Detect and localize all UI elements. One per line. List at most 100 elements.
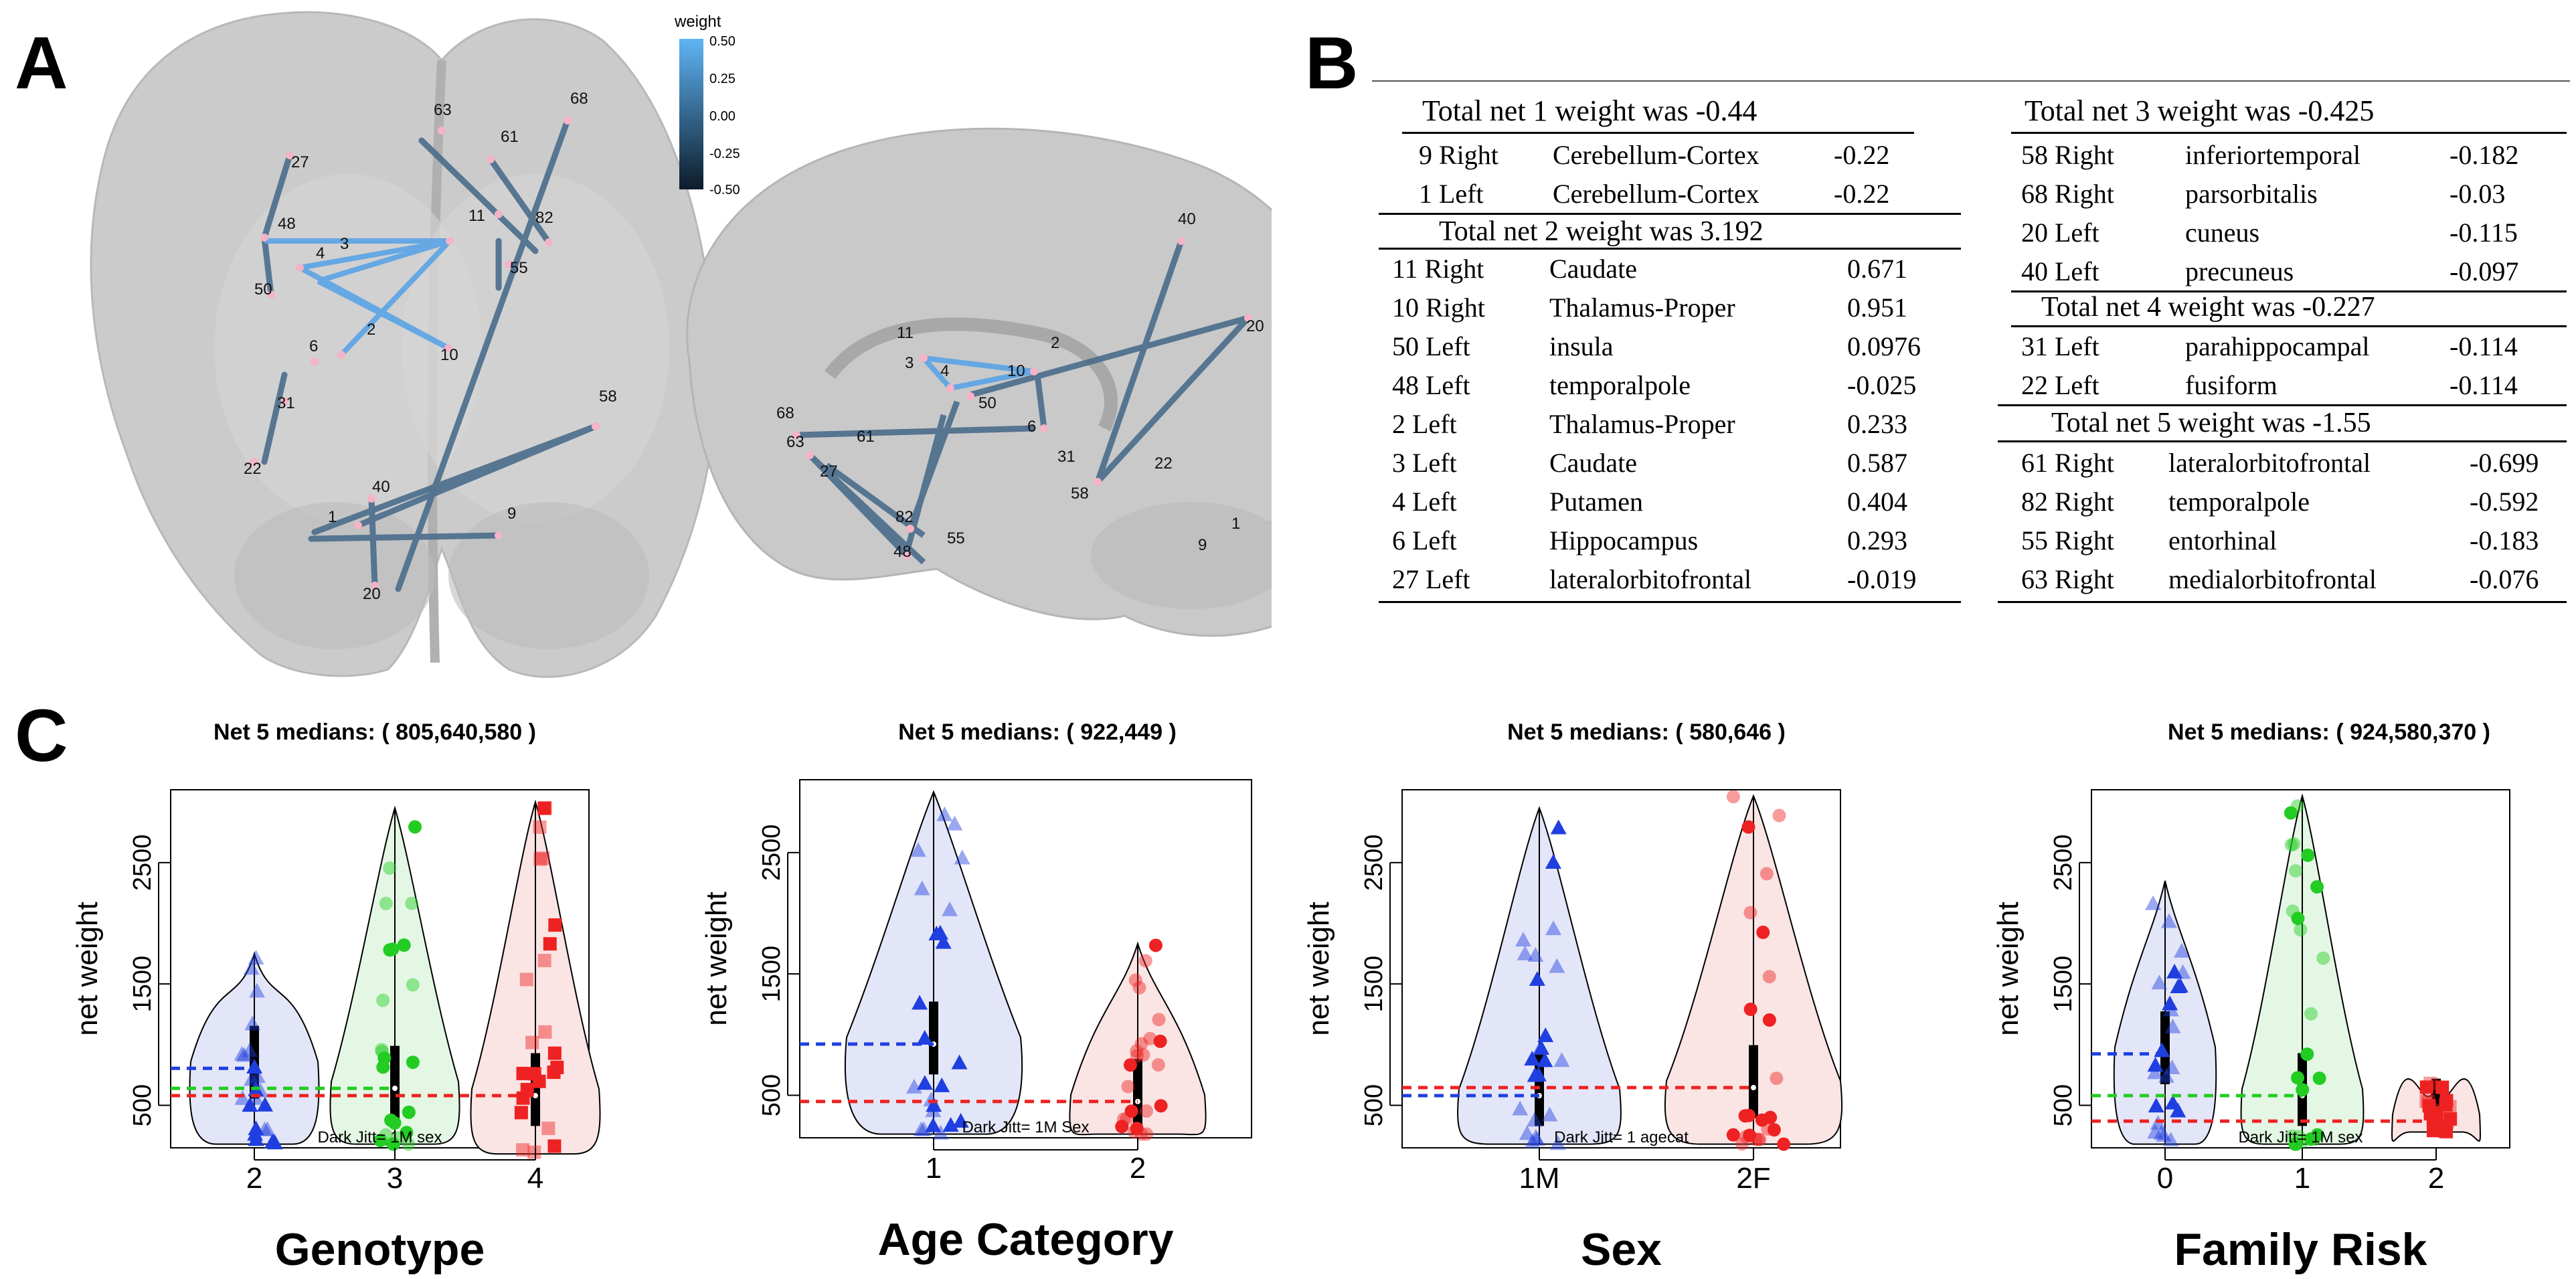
data-point bbox=[2145, 895, 2162, 910]
colorbar-title: weight bbox=[674, 13, 721, 31]
y-axis-label: net weight bbox=[700, 891, 733, 1026]
data-point bbox=[2148, 1098, 2164, 1113]
sagittal-node-label: 40 bbox=[1178, 210, 1196, 228]
data-point bbox=[1742, 1108, 1756, 1122]
data-point bbox=[383, 861, 397, 875]
data-point bbox=[243, 960, 260, 975]
data-point bbox=[2146, 1064, 2163, 1080]
data-point bbox=[538, 801, 552, 815]
data-point bbox=[926, 1097, 942, 1112]
x-tick-label: 0 bbox=[2157, 1162, 2173, 1195]
data-point bbox=[2162, 1001, 2179, 1017]
sagittal-node-label: 20 bbox=[1246, 317, 1264, 335]
axial-node-labels: 63 61 68 27 48 11 82 3 4 55 50 2 6 10 31… bbox=[244, 90, 617, 603]
sagittal-node-label: 58 bbox=[1071, 485, 1089, 503]
data-point bbox=[2173, 942, 2190, 958]
data-point bbox=[249, 983, 266, 998]
chart-title: Net 5 medians: ( 924,580,370 ) bbox=[2168, 719, 2490, 745]
data-point bbox=[246, 1059, 263, 1074]
data-point bbox=[1545, 854, 1561, 869]
data-point bbox=[2439, 1124, 2453, 1138]
data-point bbox=[379, 1128, 393, 1142]
data-point bbox=[2310, 1128, 2324, 1142]
data-point bbox=[2312, 1072, 2326, 1086]
sagittal-node-label: 48 bbox=[893, 543, 912, 561]
data-point bbox=[1767, 1123, 1781, 1137]
data-point bbox=[1549, 958, 1565, 973]
net1-title: Total net 1 weight was -0.44 bbox=[1422, 94, 1757, 127]
data-point bbox=[954, 849, 970, 865]
data-point bbox=[2287, 837, 2301, 851]
data-point bbox=[1134, 1127, 1148, 1141]
data-point bbox=[1541, 1106, 1558, 1122]
data-point bbox=[2164, 1059, 2180, 1075]
data-point bbox=[1777, 1137, 1791, 1151]
rule bbox=[2011, 325, 2567, 327]
data-point bbox=[2419, 1080, 2433, 1094]
data-point bbox=[2316, 951, 2330, 965]
data-point bbox=[2166, 963, 2183, 978]
table-row: 82 Right temporalpole -0.592 bbox=[2021, 487, 2539, 517]
data-point bbox=[2172, 978, 2188, 993]
data-point bbox=[2291, 1071, 2305, 1085]
data-point bbox=[2296, 1134, 2310, 1148]
axial-node-label: 48 bbox=[278, 215, 296, 233]
axial-node-label: 1 bbox=[328, 508, 337, 526]
rule bbox=[1998, 404, 2567, 406]
data-point bbox=[2439, 1125, 2454, 1139]
data-point bbox=[1524, 1133, 1541, 1148]
data-point bbox=[2296, 1083, 2310, 1097]
rule bbox=[2011, 290, 2567, 292]
data-point bbox=[234, 1045, 250, 1061]
data-point bbox=[543, 937, 557, 951]
data-point bbox=[248, 1090, 264, 1105]
data-point bbox=[266, 1133, 282, 1148]
axial-node-label: 4 bbox=[316, 244, 325, 262]
sagittal-node-label: 9 bbox=[1198, 536, 1207, 554]
data-point bbox=[914, 880, 930, 896]
data-point bbox=[1726, 790, 1740, 804]
data-point bbox=[400, 1126, 414, 1140]
data-point bbox=[385, 942, 400, 956]
data-point bbox=[516, 1066, 530, 1080]
violin-box bbox=[2160, 1011, 2170, 1084]
data-point bbox=[397, 938, 411, 952]
data-point bbox=[2426, 1124, 2440, 1138]
net4-title: Total net 4 weight was -0.227 bbox=[2041, 292, 2375, 323]
data-point bbox=[533, 852, 547, 866]
x-tick-label: 2 bbox=[246, 1162, 262, 1195]
data-point bbox=[1761, 1122, 1775, 1136]
data-point bbox=[1130, 1122, 1144, 1136]
x-tick-label: 1 bbox=[926, 1152, 942, 1185]
data-point bbox=[376, 993, 390, 1007]
rule bbox=[1998, 440, 2567, 442]
axial-node-label: 55 bbox=[510, 259, 528, 277]
network-table-left: Total net 1 weight was -0.44 9 Right Cere… bbox=[1379, 87, 1961, 609]
sagittal-node-label: 10 bbox=[1007, 362, 1025, 380]
table-row: 22 Left fusiform -0.114 bbox=[2021, 370, 2518, 400]
y-tick-label: 500 bbox=[1360, 1084, 1388, 1126]
sagittal-node-label: 1 bbox=[1231, 515, 1240, 533]
data-point bbox=[942, 901, 958, 916]
jitter-note: Dark Jitt= 1M sex bbox=[317, 1128, 442, 1146]
data-point bbox=[2158, 1068, 2174, 1083]
data-point bbox=[257, 1096, 274, 1112]
x-tick-label: 1 bbox=[2294, 1162, 2310, 1195]
data-point bbox=[1527, 947, 1544, 962]
data-point bbox=[532, 1074, 546, 1088]
sagittal-node-label: 82 bbox=[895, 508, 914, 526]
table-row: 50 Left insula 0.0976 bbox=[1392, 331, 1921, 361]
data-point bbox=[1134, 1037, 1148, 1051]
data-point bbox=[266, 1134, 283, 1150]
sagittal-node-label: 4 bbox=[940, 362, 949, 380]
x-tick-label: 3 bbox=[387, 1162, 403, 1195]
data-point bbox=[946, 815, 963, 831]
data-point bbox=[373, 1134, 388, 1148]
table-row: 48 Left temporalpole -0.025 bbox=[1392, 370, 1917, 400]
axial-node-label: 11 bbox=[468, 207, 485, 225]
table-row: 2 Left Thalamus-Proper 0.233 bbox=[1392, 409, 1907, 439]
sagittal-node-label: 3 bbox=[905, 354, 914, 372]
y-tick-label: 2500 bbox=[128, 835, 157, 891]
data-point bbox=[1132, 980, 1146, 995]
data-point bbox=[548, 918, 562, 932]
